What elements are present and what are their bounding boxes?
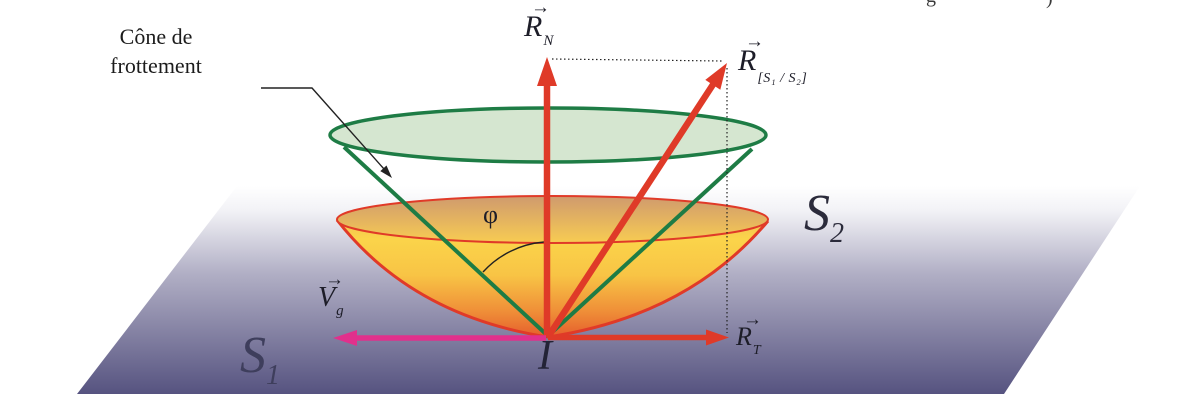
phi-label: φ: [483, 200, 499, 229]
s2-label: S2: [804, 184, 844, 249]
vector-arrow-icon: →: [531, 0, 550, 18]
rs1s2-arrow: [545, 63, 727, 339]
rt-subscript: T: [752, 343, 761, 358]
friction-cone-body: [337, 220, 768, 337]
leader-line: [261, 87, 385, 170]
rs1s2-subscript: [S₁ / S₂]: [757, 71, 808, 86]
vector-arrow-icon: →: [325, 269, 344, 290]
projection-dotted-horizontal: [551, 58, 723, 62]
rt-letter: R: [736, 322, 752, 351]
edge-text-fragment-right: ): [1046, 0, 1053, 10]
vg-arrow: [333, 330, 546, 346]
s1-label: S1: [240, 326, 280, 391]
contact-point-label: I: [538, 333, 552, 379]
rt-label: → RT: [736, 309, 762, 358]
cone-right-generatrix: [546, 147, 754, 338]
vg-label: → Vg: [318, 269, 344, 319]
cone-left-generatrix: [342, 145, 550, 338]
vg-letter: V: [318, 282, 336, 313]
cone-annotation-line2: frottement: [110, 53, 202, 78]
s2-letter: S: [804, 185, 830, 242]
edge-text-fragment-left: g: [926, 0, 936, 8]
vector-arrow-icon: →: [745, 31, 764, 52]
s2-subscript: 2: [830, 218, 844, 249]
s1-subscript: 1: [266, 360, 280, 391]
rn-subscript: N: [543, 33, 554, 49]
rt-arrow: [548, 329, 729, 346]
vg-subscript: g: [336, 303, 344, 319]
rs1s2-label: → R[S₁ / S₂]: [738, 31, 807, 86]
leader-arrowhead-icon: [380, 165, 392, 178]
cone-annotation-line1: Cône de: [119, 24, 193, 49]
rn-arrow: [537, 57, 557, 337]
phi-angle-arc: [482, 241, 545, 273]
s1-letter: S: [240, 327, 266, 384]
rs1s2-letter: R: [738, 44, 757, 77]
cone-annotation: Cône de frottement: [66, 22, 246, 80]
vector-arrow-icon: →: [743, 309, 762, 330]
rn-letter: R: [524, 10, 543, 43]
rn-label: → RN: [524, 0, 553, 49]
